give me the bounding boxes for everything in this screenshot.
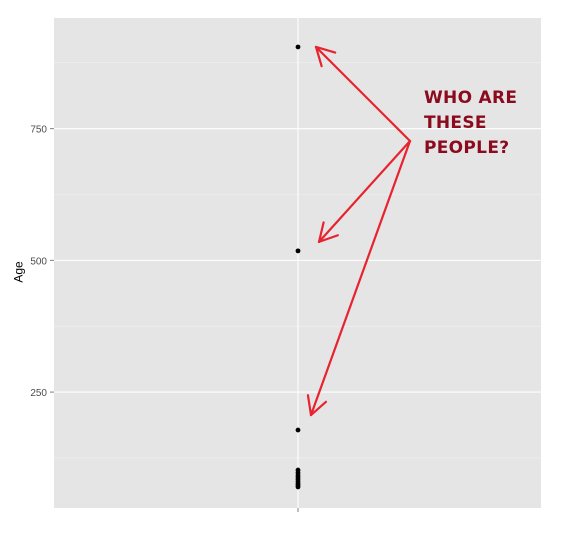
y-tick-label: 500 <box>30 256 47 267</box>
annotation-text: WHO ARE THESE PEOPLE? <box>424 86 554 161</box>
data-point <box>295 44 301 50</box>
y-tick-label: 250 <box>30 388 47 399</box>
annotation-arrowhead <box>306 394 313 417</box>
annotation-line: THESE <box>424 113 487 133</box>
y-axis-title: Age <box>11 261 26 283</box>
data-point <box>295 427 301 433</box>
annotation-arrowhead <box>309 400 328 417</box>
annotation-line: WHO ARE <box>424 88 518 108</box>
annotation-arrowhead <box>317 221 325 243</box>
annotation-arrow <box>309 139 412 417</box>
annotation-arrowhead <box>314 45 337 54</box>
annotation-arrowhead <box>317 234 339 243</box>
annotation-arrow <box>314 45 412 143</box>
y-axis-ticks: 250 500 750 <box>30 125 54 399</box>
data-point <box>295 248 301 254</box>
major-gridlines <box>54 18 541 508</box>
data-points <box>295 44 301 490</box>
annotation-arrow <box>317 139 412 243</box>
annotation-arrowhead <box>314 45 323 68</box>
data-point <box>295 484 301 490</box>
annotation-arrows <box>306 45 412 417</box>
annotation-line: PEOPLE? <box>424 138 510 158</box>
y-tick-label: 750 <box>30 125 47 136</box>
